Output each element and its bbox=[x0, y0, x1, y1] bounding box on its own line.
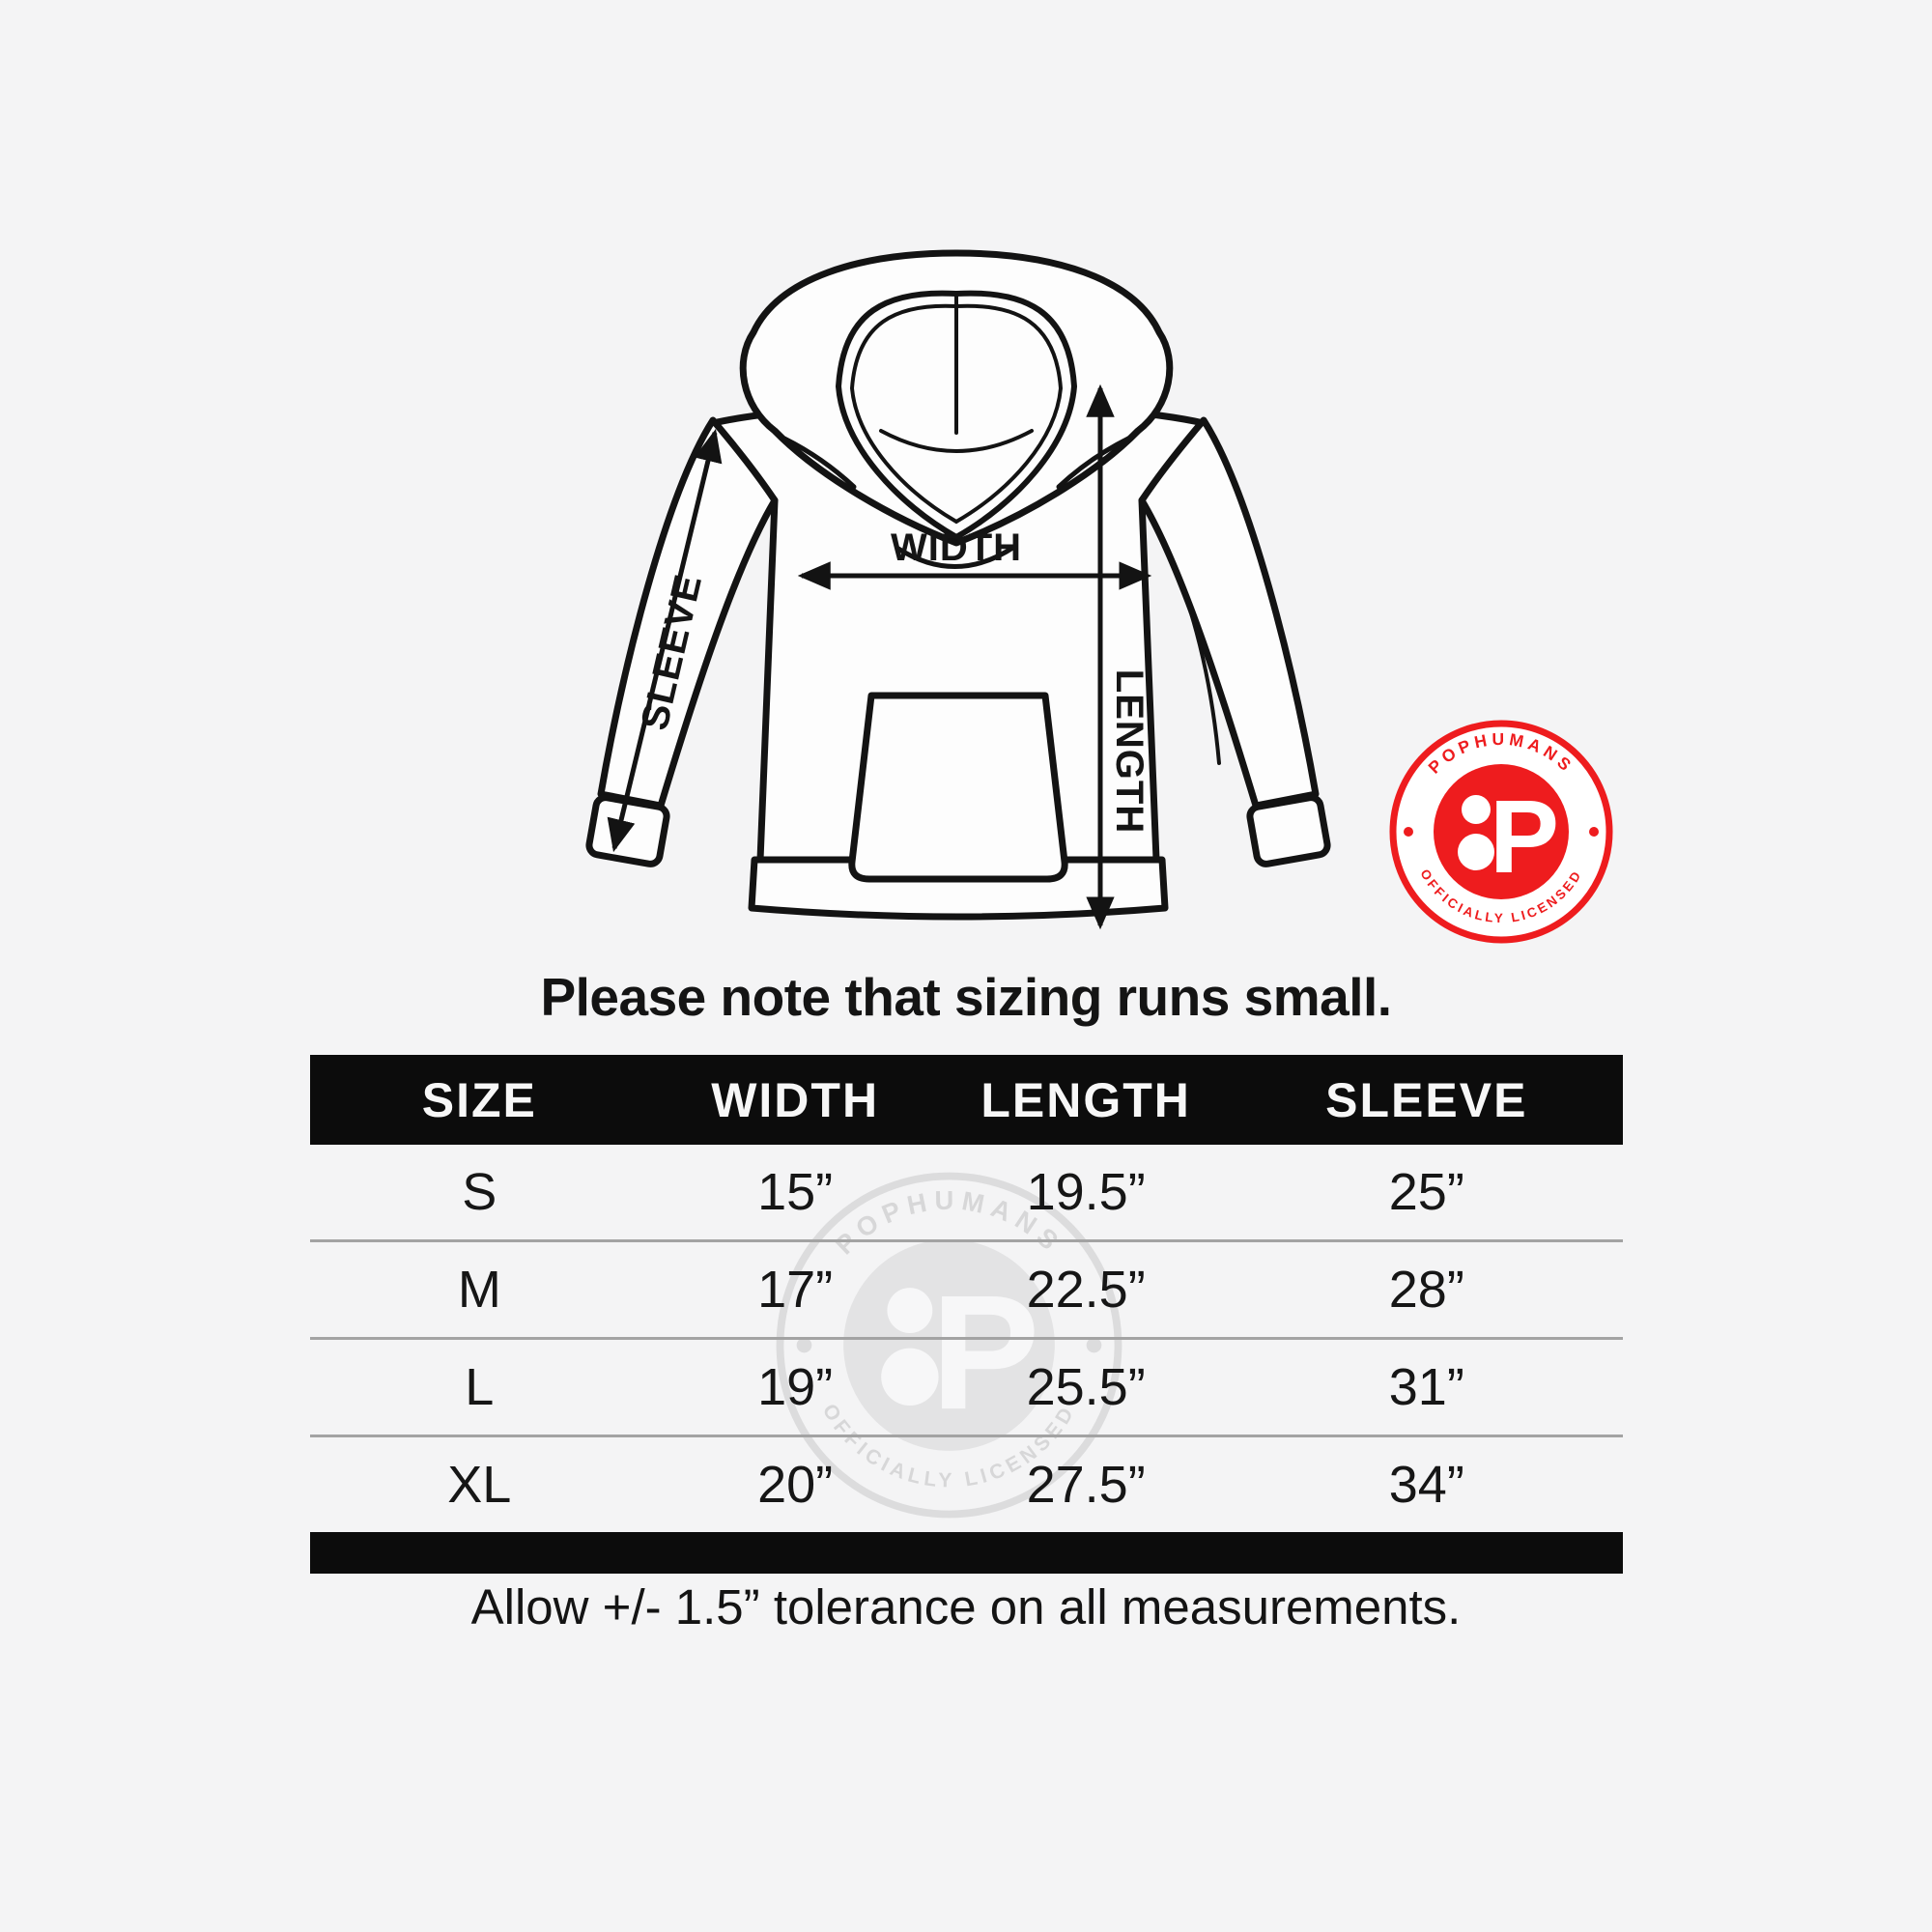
table-bottom-bar bbox=[310, 1532, 1623, 1574]
cell-width: 19” bbox=[757, 1358, 834, 1416]
width-label: WIDTH bbox=[891, 526, 1022, 569]
hoodie-left-cuff bbox=[585, 794, 670, 867]
size-table: SIZE WIDTH LENGTH SLEEVE S 15” 19.5” 25”… bbox=[310, 1055, 1623, 1574]
neck-fold-left bbox=[781, 436, 857, 490]
watermark-monogram-dot-top bbox=[887, 1288, 933, 1333]
cell-width: 17” bbox=[757, 1261, 834, 1319]
hoodie-pocket bbox=[848, 692, 1068, 883]
header-cell-size: SIZE bbox=[421, 1072, 537, 1127]
hoodie-right-sleeve bbox=[1138, 416, 1320, 810]
badge-monogram: P bbox=[1490, 778, 1559, 895]
watermark-outer-ring bbox=[776, 1172, 1122, 1519]
cell-length: 19.5” bbox=[1026, 1163, 1146, 1221]
cell-sleeve: 28” bbox=[1388, 1261, 1464, 1319]
watermark-monogram: P bbox=[931, 1261, 1040, 1443]
cell-size: L bbox=[465, 1358, 495, 1416]
sleeve-arrow bbox=[607, 428, 723, 853]
tolerance-note: Allow +/- 1.5” tolerance on all measurem… bbox=[470, 1579, 1462, 1634]
cell-sleeve: 31” bbox=[1388, 1358, 1464, 1416]
header-cell-length: LENGTH bbox=[980, 1072, 1191, 1127]
watermark-monogram-dot-bottom bbox=[881, 1348, 939, 1406]
cell-sleeve: 25” bbox=[1388, 1163, 1464, 1221]
cell-length: 25.5” bbox=[1026, 1358, 1146, 1416]
brand-badge: POPHUMANS OFFICIALLY LICENSED P bbox=[1389, 720, 1613, 944]
badge-monogram-dot-bottom bbox=[1458, 834, 1494, 870]
table-row-l: L 19” 25.5” 31” bbox=[310, 1337, 1623, 1435]
hoodie-right-cuff bbox=[1246, 794, 1331, 867]
badge-monogram-dot-top bbox=[1462, 795, 1491, 824]
cell-width: 15” bbox=[757, 1163, 834, 1221]
table-header-row: SIZE WIDTH LENGTH SLEEVE bbox=[310, 1055, 1623, 1145]
badge-dot-right bbox=[1589, 827, 1599, 837]
cell-length: 22.5” bbox=[1026, 1261, 1146, 1319]
right-sleeve-crease bbox=[1148, 512, 1221, 765]
cell-size: S bbox=[462, 1163, 497, 1221]
table-row-m: M 17” 22.5” 28” bbox=[310, 1239, 1623, 1337]
hood-inner-fold bbox=[849, 303, 1064, 525]
hood-back-arc bbox=[879, 429, 1034, 453]
cell-size: XL bbox=[447, 1456, 512, 1514]
table-row-xl: XL 20” 27.5” 34” bbox=[310, 1435, 1623, 1532]
cell-width: 20” bbox=[757, 1456, 834, 1514]
sizing-note: Please note that sizing runs small. bbox=[540, 967, 1392, 1027]
hoodie-diagram: WIDTH LENGTH SLEEVE bbox=[585, 249, 1331, 930]
watermark-dot-right bbox=[1086, 1337, 1102, 1353]
watermark-dot-left bbox=[796, 1337, 812, 1353]
badge-dot-left bbox=[1404, 827, 1413, 837]
cell-sleeve: 34” bbox=[1388, 1456, 1464, 1514]
cell-length: 27.5” bbox=[1026, 1456, 1146, 1514]
header-cell-sleeve: SLEEVE bbox=[1325, 1072, 1528, 1127]
length-label: LENGTH bbox=[1108, 669, 1151, 834]
watermark-logo: POPHUMANS OFFICIALLY LICENSED P bbox=[776, 1172, 1122, 1519]
cell-size: M bbox=[457, 1261, 501, 1319]
header-cell-width: WIDTH bbox=[711, 1072, 880, 1127]
table-row-s: S 15” 19.5” 25” bbox=[310, 1145, 1623, 1239]
hood-opening bbox=[835, 290, 1078, 541]
